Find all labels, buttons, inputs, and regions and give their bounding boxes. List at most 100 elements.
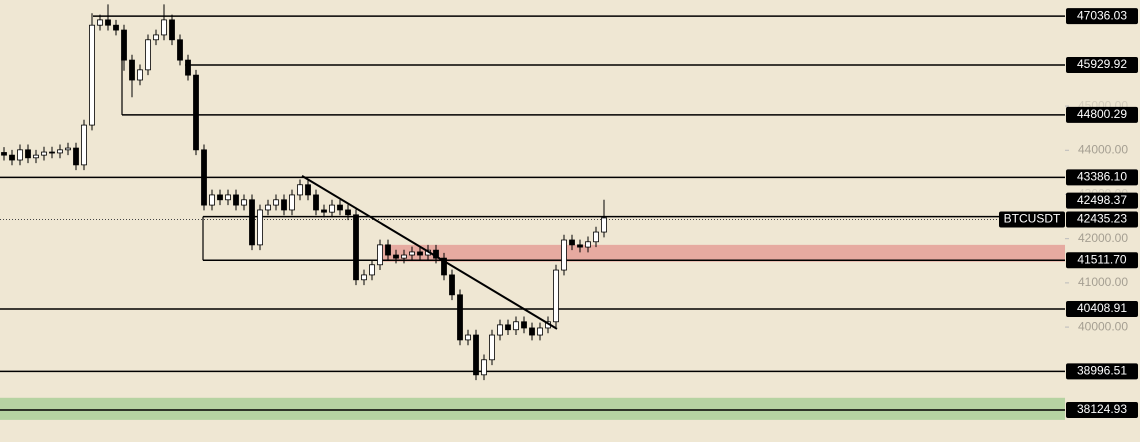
price-label: 42498.37 [1077, 193, 1127, 207]
zone [383, 244, 1065, 262]
candle-body [337, 204, 343, 211]
candle-body [233, 194, 239, 206]
candle-body [265, 204, 271, 211]
candle-body [385, 244, 391, 256]
symbol-label-box [999, 211, 1065, 228]
candle-body [321, 209, 327, 213]
price-label: 44800.29 [1077, 107, 1127, 121]
candle-body [17, 149, 23, 161]
candle-body [209, 194, 215, 206]
candle-body [305, 184, 311, 196]
candle-body [585, 241, 591, 248]
candle-body [465, 334, 471, 341]
price-label-box [1066, 401, 1138, 418]
price-label: 41511.70 [1077, 252, 1126, 266]
candle-body [201, 149, 207, 206]
price-label: 38996.51 [1077, 364, 1127, 378]
candle-body [297, 184, 303, 196]
candle-body [497, 324, 503, 336]
candle-body [9, 154, 15, 161]
candle-body [81, 124, 87, 166]
candle-body [401, 254, 407, 259]
y-tick-label: 44000.00 [1078, 142, 1128, 156]
price-label: 38124.93 [1077, 402, 1127, 416]
candle-body [137, 69, 143, 81]
candle-body [113, 24, 119, 31]
candle-body [121, 29, 127, 61]
candle-body [281, 199, 287, 211]
candle-body [89, 24, 95, 126]
candle-body [225, 194, 231, 201]
candle-body [241, 199, 247, 206]
candle-body [49, 151, 55, 154]
candle-body [217, 194, 223, 201]
candle-body [41, 151, 47, 156]
last-price-box [1066, 211, 1138, 228]
candle-body [361, 274, 367, 281]
candle-body [521, 321, 527, 329]
candle-body [561, 239, 567, 271]
candle-body [193, 74, 199, 151]
symbol-label: BTCUSDT [1004, 212, 1061, 226]
candle-body [441, 257, 447, 276]
candle-body [97, 19, 103, 26]
candle-body [129, 59, 135, 81]
candle-body [529, 327, 535, 336]
price-label-box [1066, 252, 1138, 269]
candle-body [569, 239, 575, 246]
candle-body [377, 244, 383, 266]
candle-body [25, 149, 31, 159]
price-label-box [1066, 56, 1138, 73]
candle-body [353, 214, 359, 281]
candle-body [417, 251, 423, 256]
zone [0, 397, 1065, 420]
candle-body [1, 152, 7, 156]
candle-body [345, 209, 351, 216]
candle-body [153, 34, 159, 41]
price-label: 47036.03 [1077, 8, 1127, 22]
candle-body [329, 204, 335, 213]
candle-body [65, 147, 71, 151]
candle-body [145, 39, 151, 71]
candle-body [513, 321, 519, 331]
price-label-box [1066, 301, 1138, 318]
candle-body [185, 59, 191, 76]
candle-body [313, 194, 319, 211]
price-label-box [1066, 363, 1138, 380]
candle-body [489, 334, 495, 361]
candle-body [161, 19, 167, 36]
price-label: 45929.92 [1077, 57, 1127, 71]
candle-body [105, 19, 111, 26]
candle-body [249, 199, 255, 246]
price-label: 40408.91 [1077, 301, 1127, 315]
candle-body [481, 359, 487, 376]
candle-body [457, 294, 463, 341]
candle-body [537, 327, 543, 336]
y-tick-label: 42000.00 [1078, 231, 1128, 245]
candle-body [177, 39, 183, 61]
candle-body [505, 324, 511, 331]
candle-body [601, 217, 607, 233]
candle-body [33, 154, 39, 159]
last-price-label: 42435.23 [1077, 212, 1127, 226]
candle-body [273, 199, 279, 206]
candle-body [73, 147, 79, 166]
candle-body [57, 149, 63, 154]
y-tick-label: 41000.00 [1078, 275, 1128, 289]
candle-body [369, 264, 375, 276]
candle-body [449, 274, 455, 296]
price-label-box [1066, 8, 1138, 25]
candle-body [257, 209, 263, 246]
candle-body [409, 251, 415, 256]
price-label-box [1066, 106, 1138, 123]
candle-body [473, 334, 479, 376]
price-label-box [1066, 169, 1138, 186]
candle-body [393, 254, 399, 259]
candle-body [289, 194, 295, 211]
trendline [301, 175, 558, 330]
candle-body [577, 244, 583, 248]
price-label-box [1066, 192, 1138, 209]
y-tick-label: 40000.00 [1078, 319, 1128, 333]
